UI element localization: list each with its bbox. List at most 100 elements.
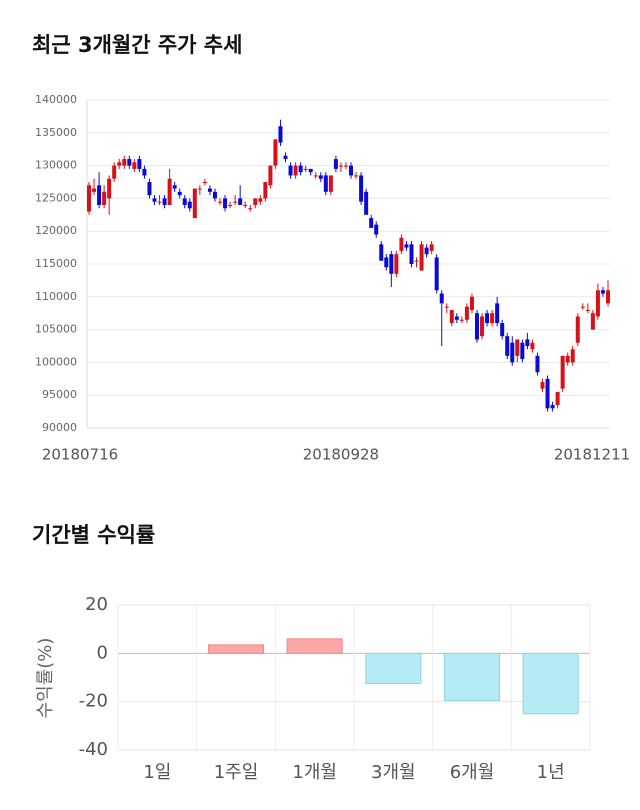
candle-body (409, 244, 414, 264)
candle-body (545, 378, 550, 409)
candle-body (107, 178, 112, 199)
candle-body (540, 382, 545, 389)
x-tick-label: 1주일 (214, 762, 259, 783)
y-tick-label: -40 (79, 739, 108, 760)
candle-body (439, 293, 444, 304)
candle-body (87, 185, 91, 212)
y-tick-label: 135000 (35, 126, 77, 139)
candle-body (97, 185, 102, 205)
candle-body (92, 188, 97, 192)
y-tick-label: 105000 (35, 323, 77, 336)
candle-body (273, 139, 278, 166)
candle-body (152, 198, 157, 202)
candle-body (570, 349, 575, 363)
candle-body (182, 198, 187, 205)
candle-body (505, 336, 510, 356)
candle-body (298, 165, 303, 173)
candle-body (202, 182, 207, 183)
candle-body (525, 339, 530, 346)
candle-body (349, 165, 354, 176)
y-tick-label: 0 (97, 642, 108, 663)
candle-body (444, 306, 449, 308)
candle-body (238, 198, 243, 205)
candle-body (278, 126, 283, 143)
y-tick-label: 115000 (35, 257, 77, 270)
bar (207, 644, 265, 654)
candle-body (434, 257, 439, 291)
candle-body (419, 244, 424, 271)
candle-body (520, 342, 525, 360)
candle-body (394, 254, 399, 274)
x-tick-label: 1일 (143, 762, 171, 783)
y-tick-label: 110000 (35, 290, 77, 303)
y-tick-label: 125000 (35, 191, 77, 204)
y-tick-label: 120000 (35, 224, 77, 237)
candle-body (288, 165, 293, 176)
y-tick-label: 90000 (42, 421, 77, 434)
candle-body (248, 208, 253, 210)
candle-body (223, 198, 228, 209)
candle-body (429, 244, 434, 251)
y-tick-label: 100000 (35, 355, 77, 368)
candle-body (485, 313, 490, 324)
candle-body (469, 296, 474, 310)
chart-title: 최근 3개월간 주가 추세 (32, 33, 242, 57)
candle-body (127, 159, 132, 166)
x-tick-label: 1년 (537, 762, 565, 783)
candle-body (555, 391, 560, 406)
y-tick-label: -20 (79, 691, 108, 712)
candle-body (606, 290, 610, 304)
candle-body (112, 165, 117, 179)
candle-body (263, 182, 268, 199)
candle-body (258, 198, 263, 202)
candle-body (343, 165, 348, 167)
candle-body (359, 175, 364, 202)
candle-body (117, 162, 122, 166)
candle-body (580, 306, 585, 308)
candle-body (379, 244, 384, 261)
candle-body (177, 191, 182, 196)
candle-body (414, 260, 419, 262)
candle-body (308, 168, 313, 173)
chart-title: 기간별 수익률 (32, 523, 155, 547)
candle-body (585, 309, 590, 311)
candle-body (233, 201, 238, 203)
candle-body (192, 188, 197, 219)
candle-body (122, 159, 127, 166)
candle-body (137, 159, 142, 169)
candle-body (364, 191, 369, 215)
bar (286, 638, 343, 654)
candle-body (454, 316, 459, 320)
y-tick-label: 95000 (42, 388, 77, 401)
candle-body (268, 165, 273, 186)
candle-body (303, 168, 308, 170)
candle-body (490, 313, 495, 324)
x-tick-label: 1개월 (292, 762, 337, 783)
candle-body (510, 342, 515, 363)
x-tick-label: 20180928 (303, 446, 379, 464)
candle-body (590, 313, 595, 330)
bar (365, 652, 422, 685)
x-tick-label: 20181211 (554, 446, 630, 464)
candle-body (575, 316, 580, 343)
candle-body (293, 165, 298, 176)
candle-body (313, 175, 318, 177)
bar (522, 652, 579, 715)
candle-body (354, 175, 359, 177)
candle-body (399, 237, 404, 251)
candle-body (102, 191, 107, 205)
candle-body (530, 342, 535, 350)
candle-body (384, 257, 389, 268)
candle-body (389, 254, 394, 274)
bar (443, 652, 501, 701)
candle-body (495, 303, 500, 324)
candle-body (323, 175, 328, 192)
y-tick-label: 140000 (35, 93, 77, 106)
candle-body (132, 162, 137, 169)
candle-body (565, 355, 570, 363)
candle-body (253, 198, 258, 205)
candle-body (515, 339, 520, 356)
candle-body (187, 201, 192, 209)
candle-body (535, 355, 540, 373)
